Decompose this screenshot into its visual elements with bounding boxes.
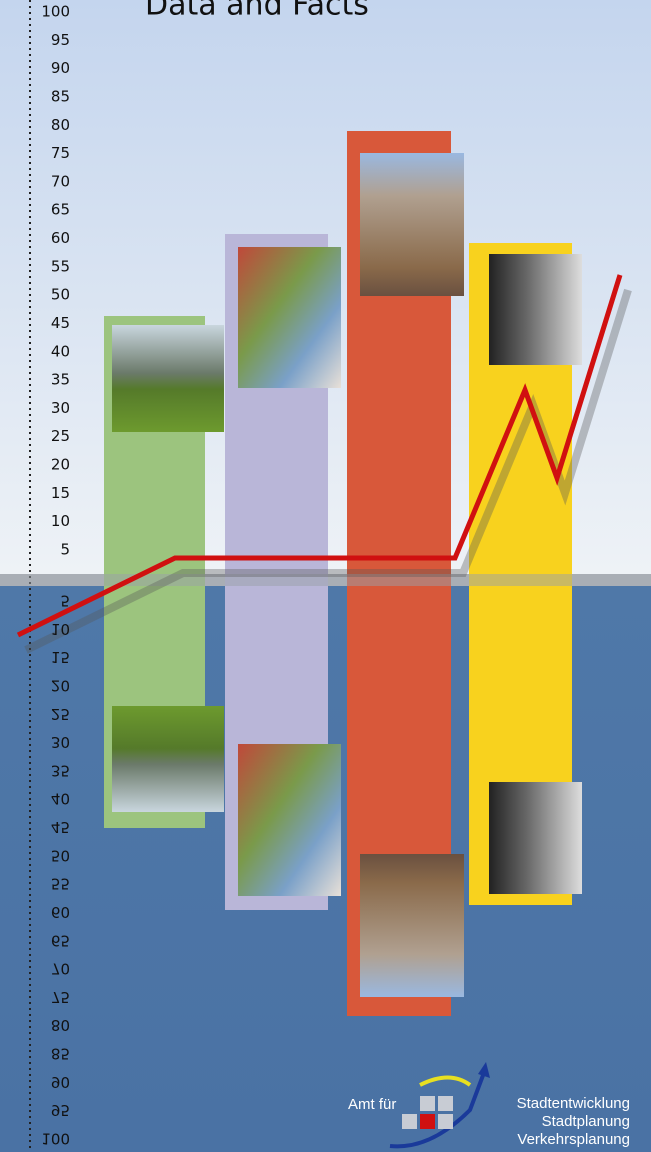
photo-people-reflection: [238, 744, 341, 896]
scale-label-reflected: 95: [51, 1101, 70, 1119]
scale-label-reflected: 60: [51, 903, 70, 921]
logo-line: Stadtentwicklung: [517, 1095, 630, 1112]
scale-label-reflected: 65: [51, 931, 70, 949]
trend-line: [16, 274, 623, 638]
logo-square: [420, 1096, 435, 1111]
scale-label: 60: [51, 229, 70, 247]
scale-label-reflected: 90: [51, 1073, 70, 1091]
scale-label: 5: [60, 541, 70, 559]
logo-square: [402, 1114, 417, 1129]
scale-label-reflected: 35: [51, 761, 70, 779]
scale-label: 65: [51, 201, 70, 219]
photo-lecture-reflection: [489, 782, 582, 894]
scale-label: 100: [41, 3, 70, 21]
scale-label: 35: [51, 371, 70, 389]
photo-spheres-reflection: [112, 706, 224, 812]
logo-arrow: [478, 1062, 490, 1078]
scale-label: 40: [51, 342, 70, 360]
logo: Amt für Stadtentwicklung Stadtplanung Ve…: [348, 1062, 630, 1149]
scale-label-reflected: 80: [51, 1016, 70, 1034]
scale-label: 30: [51, 399, 70, 417]
scale-label: 95: [51, 31, 70, 49]
scale-label-reflected: 50: [51, 846, 70, 864]
logo-square: [438, 1114, 453, 1129]
scale-label: 80: [51, 116, 70, 134]
scale-label-reflected: 75: [51, 988, 70, 1006]
upper-scale: 100 95 90 85 80 75 70 65 60 55 50 45 40 35 30 25 20 15 10 5: [41, 3, 70, 559]
title: Data and Facts: [145, 0, 369, 23]
logo-square: [420, 1114, 435, 1129]
logo-square: [438, 1096, 453, 1111]
scale-label-reflected: 20: [51, 676, 70, 694]
logo-line: Stadtplanung: [542, 1113, 630, 1130]
scale-label: 85: [51, 87, 70, 105]
scale-label-reflected: 100: [41, 1130, 70, 1148]
scale-label-reflected: 25: [51, 705, 70, 723]
scale-label-reflected: 15: [51, 648, 70, 666]
scale-label: 70: [51, 172, 70, 190]
photo-townhall: [360, 153, 464, 296]
scale-label: 10: [51, 512, 70, 530]
scale-label: 25: [51, 427, 70, 445]
photo-townhall-reflection: [360, 854, 464, 997]
logo-prefix: Amt für: [348, 1096, 396, 1113]
scale-label: 90: [51, 59, 70, 77]
photo-spheres: [112, 325, 224, 432]
logo-arc: [419, 1075, 472, 1087]
photo-lecture: [489, 254, 582, 365]
scale-label-reflected: 10: [51, 620, 70, 638]
scale-label-reflected: 70: [51, 960, 70, 978]
scale-label-reflected: 85: [51, 1045, 70, 1063]
scale-label: 55: [51, 257, 70, 275]
scale-label: 15: [51, 484, 70, 502]
scale-label: 20: [51, 456, 70, 474]
scale-label-reflected: 30: [51, 733, 70, 751]
scale-label-reflected: 5: [60, 592, 70, 610]
scale-label: 75: [51, 144, 70, 162]
scale-label-reflected: 55: [51, 875, 70, 893]
scale-label: 45: [51, 314, 70, 332]
logo-line: Verkehrsplanung: [517, 1131, 630, 1148]
scale-label-reflected: 40: [51, 790, 70, 808]
photo-people: [238, 247, 341, 388]
lower-scale: 5 10 15 20 25 30 35 40 45 50 55 60 65 70 75 80 85 90 95 100: [41, 592, 70, 1148]
logo-swoosh: [389, 1069, 487, 1149]
scale-label: 50: [51, 286, 70, 304]
trend-line-shadow: [24, 288, 632, 654]
scale-label-reflected: 45: [51, 818, 70, 836]
horizon-overlay: [0, 574, 651, 586]
